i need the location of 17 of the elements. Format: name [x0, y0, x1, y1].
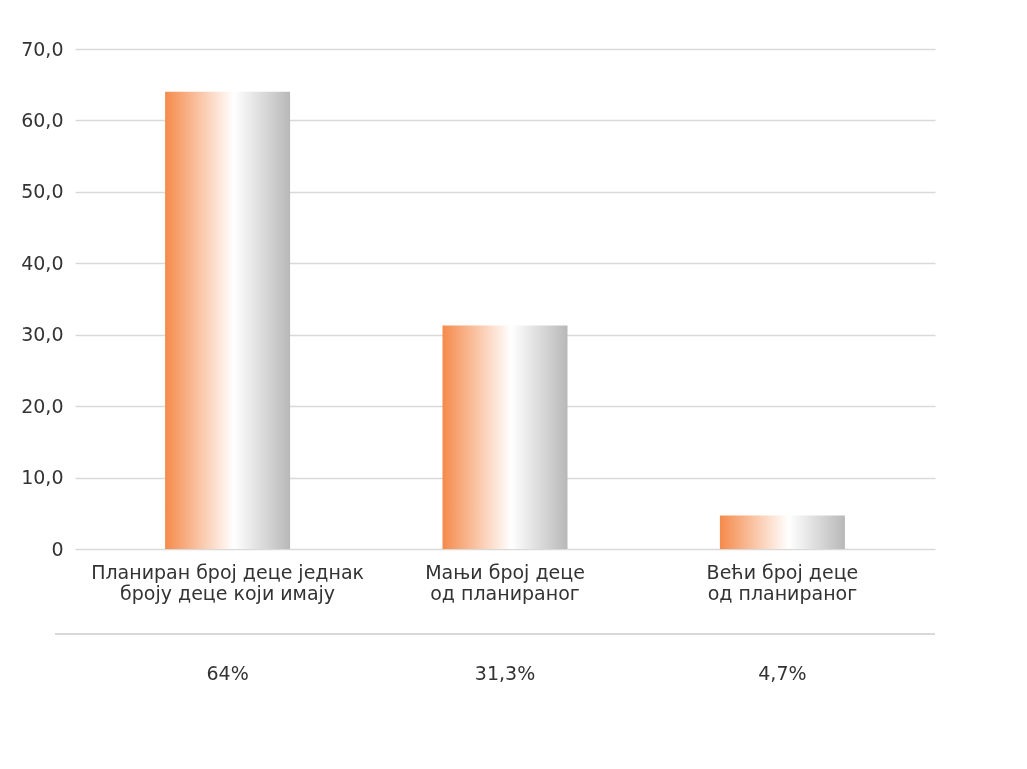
- bar: [719, 515, 845, 549]
- y-tick-label: 20,0: [21, 394, 64, 417]
- y-tick-label: 70,0: [21, 37, 64, 60]
- data-label: 64%: [206, 662, 249, 684]
- y-tick-label: 40,0: [21, 251, 64, 274]
- x-tick-label: Већи број деце од планираног: [706, 560, 859, 604]
- y-tick-label: 30,0: [21, 323, 64, 346]
- data-label: 31,3%: [474, 662, 536, 684]
- y-tick-label: 10,0: [21, 466, 64, 489]
- y-tick-label: 60,0: [21, 108, 64, 131]
- y-tick-label: 0: [51, 537, 64, 560]
- data-label: 4,7%: [758, 662, 807, 684]
- x-tick-label: Мањи број деце од планираног: [425, 560, 585, 604]
- bar: [442, 325, 568, 549]
- bar: [165, 91, 291, 549]
- x-tick-label: Планиран број деце једнак броју деце који имају: [91, 560, 365, 604]
- y-tick-label: 50,0: [21, 180, 64, 203]
